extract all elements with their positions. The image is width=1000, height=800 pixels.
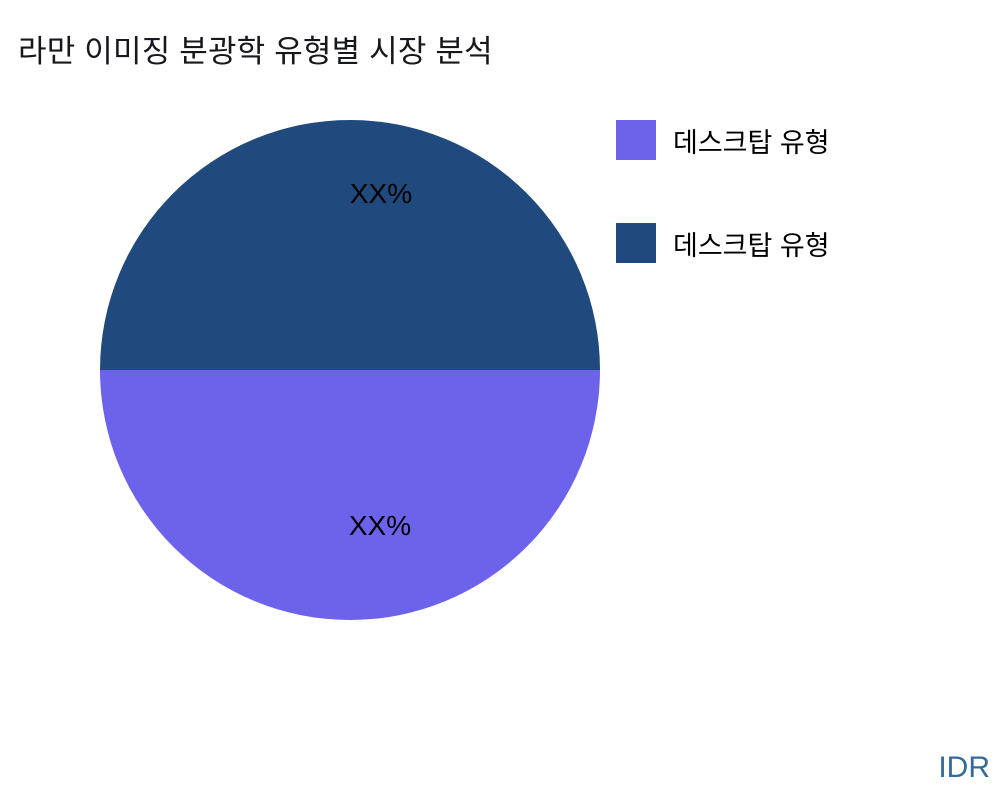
legend: 데스크탑 유형 데스크탑 유형: [616, 120, 830, 263]
legend-item-desktop-1: 데스크탑 유형: [616, 120, 830, 160]
legend-item-desktop-2: 데스크탑 유형: [616, 223, 830, 263]
legend-swatch-icon: [616, 223, 656, 263]
pie-slice-top-value-label: XX%: [349, 178, 413, 209]
pie-chart-svg: [100, 120, 600, 620]
watermark-idr: IDR: [938, 751, 990, 784]
pie-slice-bottom: [100, 370, 600, 620]
pie-chart: XX% XX%: [100, 120, 600, 620]
pie-slice-top: [100, 120, 600, 370]
legend-color-square: [616, 120, 656, 160]
legend-item-label: 데스크탑 유형: [673, 127, 830, 158]
pie-slice-bottom-value-label: XX%: [348, 510, 412, 541]
legend-swatch-icon: [616, 120, 656, 160]
legend-item-label: 데스크탑 유형: [673, 230, 830, 261]
chart-title: 라만 이미징 분광학 유형별 시장 분석: [18, 34, 493, 69]
legend-color-square: [616, 223, 656, 263]
